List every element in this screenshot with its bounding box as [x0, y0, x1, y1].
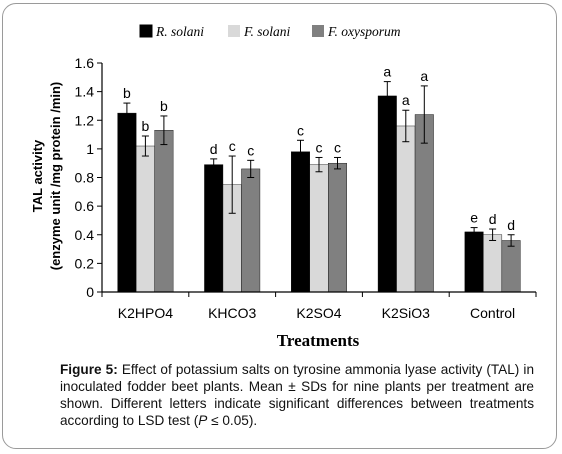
significance-letter: c	[297, 122, 304, 138]
bar-2	[309, 164, 329, 293]
figure-caption: Figure 5: Effect of potassium salts on t…	[60, 361, 534, 429]
significance-letter: b	[160, 98, 168, 114]
legend-label-3: F. oxysporum	[327, 24, 401, 39]
y-axis-label-line1: TAL activity	[30, 139, 45, 212]
bar-3	[154, 130, 174, 293]
caption-label: Figure 5:	[60, 362, 118, 377]
x-tick-label: Control	[470, 305, 515, 321]
y-tick-label: 0.4	[75, 227, 95, 243]
y-tick-label: 0	[86, 284, 94, 300]
x-axis-label: Treatments	[277, 331, 360, 350]
significance-letter: c	[247, 142, 254, 158]
x-tick-label: K2SiO3	[382, 305, 430, 321]
bar-1	[204, 164, 224, 293]
figure-frame	[2, 3, 557, 449]
caption-p-symbol: P	[198, 413, 208, 428]
legend-label-2: F. solani	[243, 24, 291, 39]
significance-letter: e	[470, 210, 478, 226]
bar-2	[483, 234, 503, 293]
x-axis: K2HPO4 KHCO3 K2SO4 K2SiO3 Control	[101, 291, 537, 321]
bar-2	[396, 125, 416, 293]
significance-letter: b	[142, 118, 150, 134]
y-tick-label: 1.4	[75, 84, 95, 100]
legend-label-1: R. solani	[155, 24, 204, 39]
legend-swatch-3	[312, 25, 324, 37]
significance-letter: c	[229, 138, 236, 154]
bar-3	[328, 162, 347, 293]
significance-letter: b	[123, 85, 131, 101]
x-tick-label: KHCO3	[208, 305, 256, 321]
y-tick-label: 0.6	[75, 198, 95, 214]
bar-1	[377, 95, 397, 293]
bar-1	[117, 112, 137, 293]
legend: R. solani F. solani F. oxysporum	[139, 24, 401, 39]
y-tick-label: 0.2	[75, 255, 95, 271]
significance-letter: d	[210, 141, 218, 157]
bar-3	[241, 168, 261, 293]
y-axis: 0 0.2 0.4 0.6 0.8 1 1.2 1.4 1.6	[75, 55, 103, 300]
y-tick-label: 1	[86, 141, 94, 157]
significance-letter: d	[507, 217, 515, 233]
caption-text-end: ≤ 0.05).	[207, 413, 258, 428]
bar-1	[464, 231, 484, 293]
bar-2	[135, 145, 155, 293]
significance-letter: a	[383, 64, 391, 80]
bar-3	[501, 240, 521, 293]
bar-1	[291, 151, 310, 293]
significance-letter: d	[489, 211, 497, 227]
significance-letter: c	[316, 139, 323, 155]
y-axis-label-line2: (enzyme unit /mg protein /min)	[48, 82, 63, 271]
y-tick-label: 1.2	[75, 112, 95, 128]
caption-text: Effect of potassium salts on tyrosine am…	[60, 362, 535, 428]
legend-swatch-1	[139, 24, 153, 38]
significance-letter: a	[402, 92, 410, 108]
significance-letter: a	[420, 68, 428, 84]
x-tick-label: K2SO4	[296, 305, 341, 321]
x-tick-label: K2HPO4	[118, 305, 173, 321]
y-tick-label: 0.8	[75, 170, 95, 186]
y-tick-label: 1.6	[75, 55, 95, 71]
significance-letter: c	[334, 139, 341, 155]
legend-swatch-2	[228, 25, 240, 37]
